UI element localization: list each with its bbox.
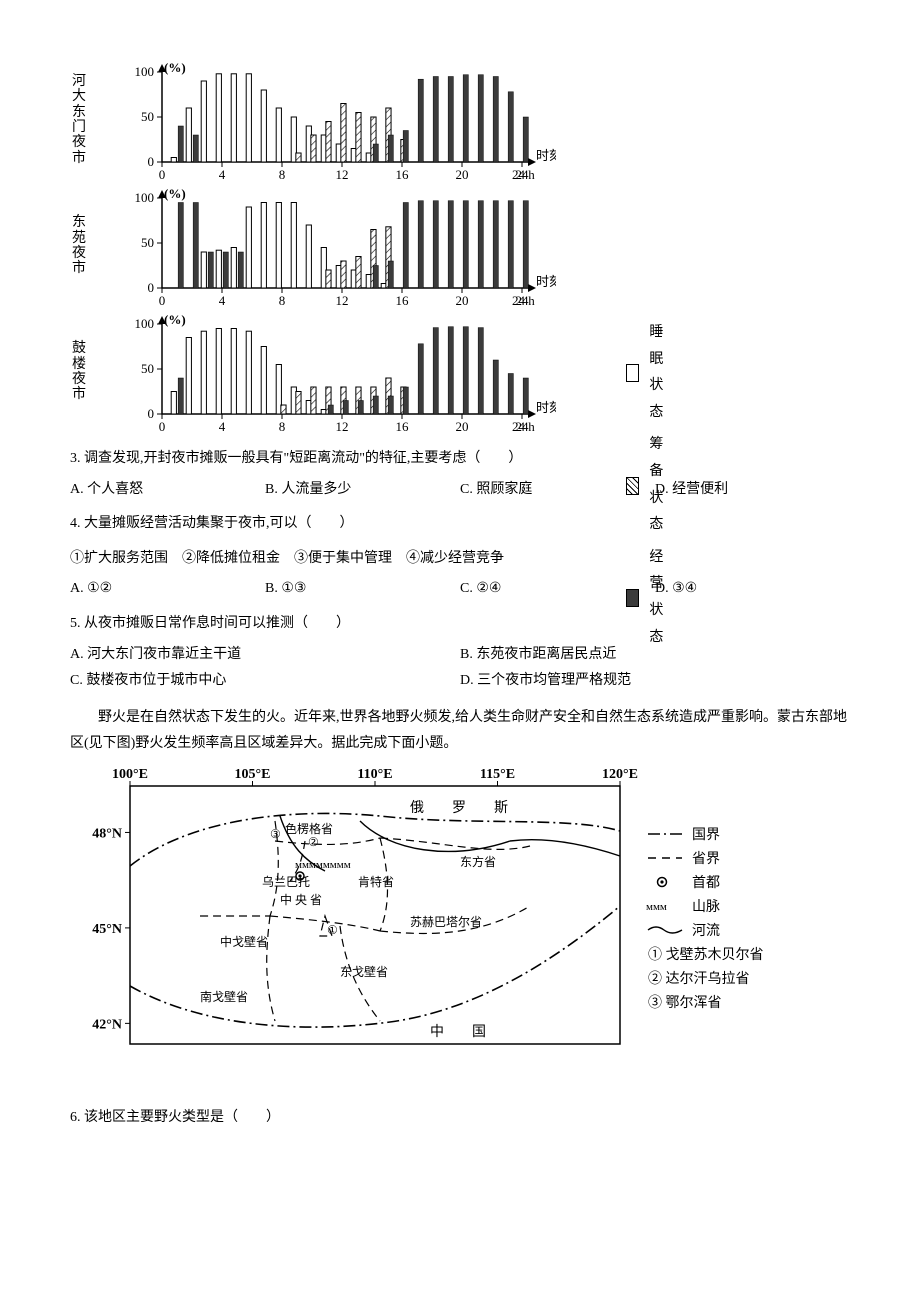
svg-text:4: 4 <box>219 293 226 306</box>
svg-text:①: ① <box>327 923 338 937</box>
q4-options: A. ①② B. ①③ C. ②④ D. ③④ <box>70 576 850 603</box>
svg-text:0: 0 <box>148 154 155 169</box>
charts-figure: 河大东门夜市05010004812162024(%)时刻24 h东苑夜市0501… <box>70 60 850 432</box>
svg-text:时刻: 时刻 <box>536 274 556 289</box>
svg-text:ᴍᴍᴍ: ᴍᴍᴍ <box>646 901 667 913</box>
q4-opt-b: B. ①③ <box>265 576 460 603</box>
svg-text:色楞格省: 色楞格省 <box>285 821 333 836</box>
map-figure: 100°E 105°E 110°E 115°E 120°E 48°N 45°N 42°N ᴍᴍᴍ… <box>70 768 850 1079</box>
svg-text:国界: 国界 <box>692 828 720 843</box>
svg-text:42°N: 42°N <box>92 1017 122 1032</box>
svg-text:48°N: 48°N <box>92 826 122 841</box>
svg-text:16: 16 <box>396 167 410 180</box>
q3-opt-a: A. 个人喜怒 <box>70 477 265 504</box>
q4-opt-a: A. ①② <box>70 576 265 603</box>
svg-text:12: 12 <box>336 419 349 432</box>
q5-opt-d: D. 三个夜市均管理严格规范 <box>460 668 850 695</box>
q5-opt-c: C. 鼓楼夜市位于城市中心 <box>70 668 460 695</box>
svg-text:山脉: 山脉 <box>692 899 720 915</box>
mongolia-map: 100°E 105°E 110°E 115°E 120°E 48°N 45°N 42°N ᴍᴍᴍ… <box>70 768 850 1068</box>
svg-text:0: 0 <box>159 419 166 432</box>
q4-opt-d: D. ③④ <box>655 576 850 603</box>
svg-text:时刻: 时刻 <box>536 400 556 415</box>
svg-text:12: 12 <box>336 293 349 306</box>
svg-text:苏赫巴塔尔省: 苏赫巴塔尔省 <box>410 914 482 929</box>
svg-text:0: 0 <box>148 280 155 295</box>
q3-options: A. 个人喜怒 B. 人流量多少 C. 照顾家庭 D. 经营便利 <box>70 477 850 504</box>
svg-text:8: 8 <box>279 167 286 180</box>
svg-text:肯特省: 肯特省 <box>358 874 394 889</box>
q3-opt-b: B. 人流量多少 <box>265 477 460 504</box>
svg-text:0: 0 <box>159 167 166 180</box>
svg-text:115°E: 115°E <box>480 768 515 782</box>
q4-text: 4. 大量摊贩经营活动集聚于夜市,可以（ ） <box>70 511 850 538</box>
q5-options: A. 河大东门夜市靠近主干道 B. 东苑夜市距离居民点近 C. 鼓楼夜市位于城市… <box>70 642 850 695</box>
svg-text:120°E: 120°E <box>602 768 638 782</box>
svg-text:②: ② <box>308 835 319 849</box>
svg-text:0: 0 <box>148 406 155 421</box>
svg-text:(%): (%) <box>164 312 186 327</box>
svg-text:(%): (%) <box>164 186 186 201</box>
svg-text:12: 12 <box>336 167 349 180</box>
svg-text:ᴍᴍᴍᴍᴍᴍᴍᴍ: ᴍᴍᴍᴍᴍᴍᴍᴍ <box>295 859 351 871</box>
svg-text:首都: 首都 <box>692 875 720 891</box>
svg-text:中 国: 中 国 <box>430 1024 486 1040</box>
svg-text:② 达尔汗乌拉省: ② 达尔汗乌拉省 <box>648 971 750 987</box>
svg-text:24 h: 24 h <box>512 167 535 180</box>
svg-text:20: 20 <box>456 167 469 180</box>
svg-text:45°N: 45°N <box>92 922 122 937</box>
svg-text:20: 20 <box>456 293 469 306</box>
svg-text:乌兰巴托: 乌兰巴托 <box>262 874 310 889</box>
svg-text:100: 100 <box>135 64 155 79</box>
svg-text:100: 100 <box>135 190 155 205</box>
svg-text:105°E: 105°E <box>235 768 271 782</box>
svg-text:0: 0 <box>159 293 166 306</box>
svg-text:16: 16 <box>396 293 410 306</box>
svg-text:中戈壁省: 中戈壁省 <box>220 934 268 949</box>
svg-text:110°E: 110°E <box>357 768 392 782</box>
svg-text:50: 50 <box>141 109 154 124</box>
svg-text:50: 50 <box>141 235 154 250</box>
svg-text:东方省: 东方省 <box>460 854 496 869</box>
svg-text:50: 50 <box>141 361 154 376</box>
svg-text:8: 8 <box>279 293 286 306</box>
svg-text:俄 罗 斯: 俄 罗 斯 <box>410 800 508 816</box>
q3-opt-d: D. 经营便利 <box>655 477 850 504</box>
q5-opt-a: A. 河大东门夜市靠近主干道 <box>70 642 460 669</box>
svg-text:河流: 河流 <box>692 923 720 939</box>
svg-text:③: ③ <box>270 827 281 841</box>
svg-text:8: 8 <box>279 419 286 432</box>
q4-stems: ①扩大服务范围 ②降低摊位租金 ③便于集中管理 ④减少经营竞争 <box>70 546 850 573</box>
svg-text:(%): (%) <box>164 60 186 75</box>
svg-text:24 h: 24 h <box>512 293 535 306</box>
q6-text: 6. 该地区主要野火类型是（ ） <box>70 1105 850 1132</box>
svg-text:时刻: 时刻 <box>536 148 556 163</box>
q5-text: 5. 从夜市摊贩日常作息时间可以推测（ ） <box>70 611 850 638</box>
svg-text:4: 4 <box>219 419 226 432</box>
svg-text:南戈壁省: 南戈壁省 <box>200 989 248 1004</box>
svg-text:东戈壁省: 东戈壁省 <box>340 964 388 979</box>
svg-text:100: 100 <box>135 316 155 331</box>
svg-text:20: 20 <box>456 419 469 432</box>
q3-text: 3. 调查发现,开封夜市摊贩一般具有"短距离流动"的特征,主要考虑（ ） <box>70 446 850 473</box>
svg-text:③ 鄂尔浑省: ③ 鄂尔浑省 <box>648 995 722 1011</box>
svg-text:省界: 省界 <box>692 851 720 867</box>
svg-text:① 戈壁苏木贝尔省: ① 戈壁苏木贝尔省 <box>648 947 764 963</box>
svg-text:16: 16 <box>396 419 410 432</box>
passage-text: 野火是在自然状态下发生的火。近年来,世界各地野火频发,给人类生命财产安全和自然生… <box>70 705 850 758</box>
svg-text:中 央 省: 中 央 省 <box>280 892 322 907</box>
svg-text:24 h: 24 h <box>512 419 535 432</box>
svg-text:4: 4 <box>219 167 226 180</box>
svg-text:100°E: 100°E <box>112 768 148 782</box>
